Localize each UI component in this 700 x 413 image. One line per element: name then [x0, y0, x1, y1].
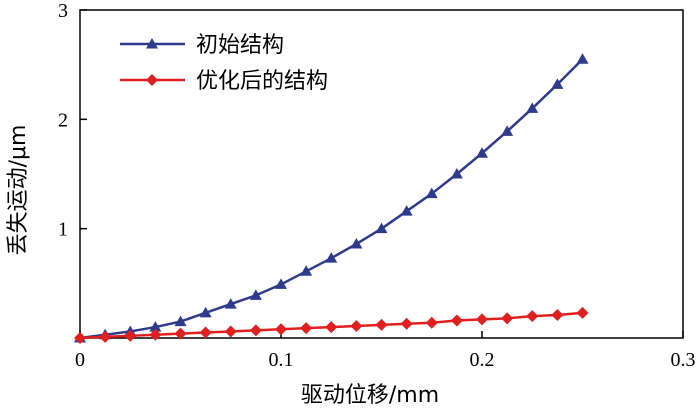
data-point	[275, 278, 287, 289]
data-point	[174, 315, 187, 327]
data-point	[400, 317, 413, 330]
data-point	[350, 319, 363, 332]
data-point	[224, 298, 237, 309]
x-tick-label: 0.3	[671, 349, 696, 371]
axis-ticks: 0 0.1 0.2 0.3 1 2 3	[58, 0, 696, 371]
data-point	[325, 252, 338, 263]
y-tick-label: 1	[58, 219, 68, 241]
x-tick-label: 0	[75, 349, 85, 371]
data-point	[501, 125, 514, 136]
y-axis-title: 丢失运动/μm	[6, 125, 31, 256]
data-point	[450, 168, 463, 179]
data-point	[450, 314, 463, 327]
x-tick-label: 0.2	[470, 349, 495, 371]
data-point	[400, 205, 413, 216]
data-point	[199, 306, 212, 318]
data-point	[526, 102, 539, 113]
data-point	[149, 321, 162, 332]
legend-label: 优化后的结构	[196, 69, 328, 94]
x-tick-label: 0.1	[269, 349, 294, 371]
data-point	[350, 237, 363, 249]
data-point	[476, 147, 488, 158]
series-1	[74, 53, 589, 343]
data-point	[526, 310, 539, 323]
data-point	[325, 321, 338, 334]
data-point	[375, 318, 388, 331]
y-tick-label: 2	[58, 109, 68, 131]
data-point	[174, 327, 187, 340]
data-point	[551, 78, 564, 89]
data-point	[476, 313, 488, 326]
data-point	[551, 309, 564, 322]
data-point	[425, 316, 438, 329]
data-point	[74, 332, 86, 344]
legend-marker	[146, 74, 158, 86]
data-point	[224, 325, 237, 338]
plot-frame	[79, 9, 684, 339]
legend-marker	[146, 38, 158, 49]
legend-label: 初始结构	[196, 33, 284, 58]
data-point	[576, 53, 589, 64]
x-axis-title: 驱动位移/mm	[301, 383, 439, 408]
data-point	[249, 289, 262, 300]
data-point	[149, 328, 162, 341]
data-point	[300, 322, 313, 335]
legend-entry: 初始结构	[120, 33, 284, 58]
data-point	[425, 187, 438, 199]
data-point	[199, 326, 212, 339]
data-point	[124, 329, 137, 342]
series-layer	[74, 53, 589, 344]
data-point	[99, 330, 112, 343]
data-point	[501, 312, 514, 325]
series-2	[74, 306, 589, 344]
data-point	[275, 323, 287, 336]
series-line	[79, 58, 584, 340]
data-point	[375, 222, 388, 234]
legend-entry: 优化后的结构	[120, 69, 328, 94]
data-point	[300, 265, 313, 276]
data-point	[249, 324, 262, 337]
data-point	[576, 306, 589, 319]
y-tick-label: 3	[58, 0, 68, 22]
